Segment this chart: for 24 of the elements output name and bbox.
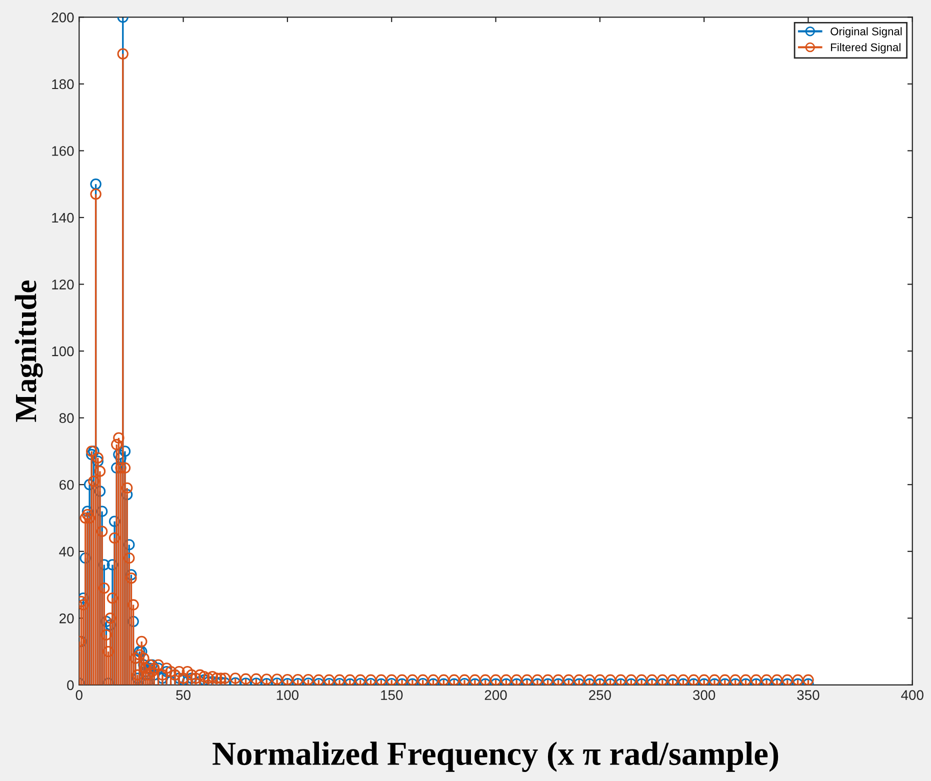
y-tick-label: 120 [52,280,74,290]
y-tick-label: 200 [52,12,74,22]
x-tick-label: 250 [589,690,611,700]
x-tick-label: 100 [276,690,298,700]
y-tick-label: 80 [59,413,74,424]
y-tick-label: 40 [59,546,74,557]
y-tick-label: 100 [52,346,74,356]
y-tick-label: 60 [60,480,74,490]
x-axis-title: Normalized Frequency (x π rad/sample) [212,742,778,772]
y-tick-label: 160 [52,146,74,156]
x-tick-label: 350 [797,690,820,700]
x-tick-label: 0 [76,690,82,700]
y-tick-label: 180 [52,79,74,90]
y-tick-label: 20 [60,613,74,624]
x-tick-label: 150 [381,690,403,700]
legend-label: Filtered Signal [831,43,900,54]
y-tick-label: 0 [67,680,74,690]
legend-label: Original Signal [830,27,902,38]
x-tick-label: 400 [901,690,924,700]
x-tick-label: 50 [176,690,190,700]
y-axis-title: Magnitude [14,280,43,422]
x-tick-label: 200 [484,690,507,700]
x-tick-label: 300 [693,690,716,700]
y-tick-label: 140 [52,212,74,223]
